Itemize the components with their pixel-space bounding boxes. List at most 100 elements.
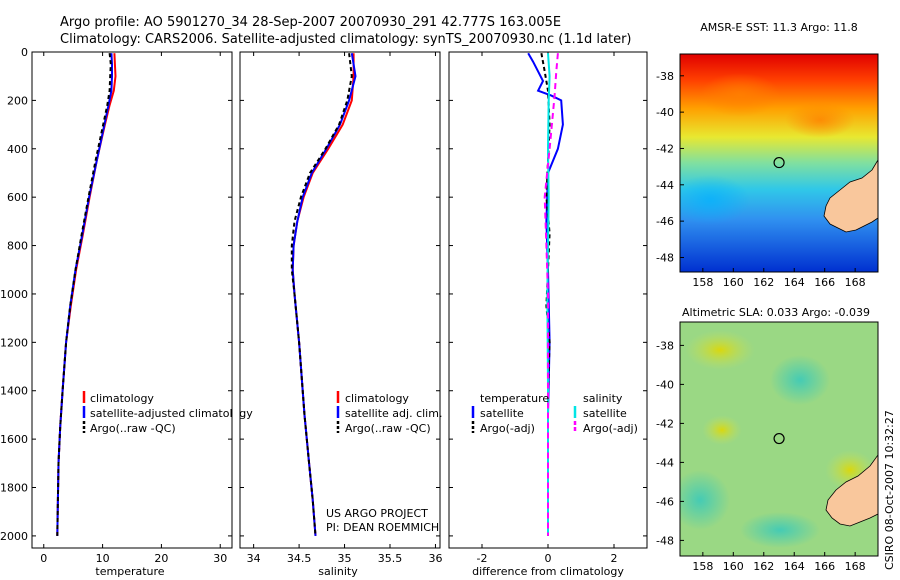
- sst-warm-eddy: [700, 73, 780, 117]
- credit-line2: PI: DEAN ROEMMICH: [326, 521, 439, 534]
- x-tick-label: 36: [428, 552, 442, 565]
- x-tick-label: 30: [213, 552, 227, 565]
- series-line-climatology: [56, 53, 117, 536]
- legend-label-temp-satellite: satellite: [480, 407, 524, 420]
- sla-map-title: Altimetric SLA: 0.033 Argo: -0.039: [682, 306, 870, 319]
- y-tick-label: 400: [7, 143, 28, 156]
- salinity-axes: [239, 51, 441, 549]
- x-tick-label: 166: [814, 276, 835, 289]
- series-line-satellite: [291, 53, 357, 536]
- y-tick-label: -40: [656, 106, 674, 119]
- y-tick-label: -44: [656, 179, 674, 192]
- salinity-legend: climatology satellite adj. clim. Argo(..…: [336, 391, 442, 435]
- series-line-salinity-argo-adj-: [543, 53, 559, 536]
- y-tick-label: 0: [21, 46, 28, 59]
- sla-map-axes: 158 160 162 164 166 168 -38 -40 -42 -44 -46 -48: [656, 339, 866, 573]
- legend-label-sal-satellite: satellite: [583, 407, 627, 420]
- temperature-legend: climatology satellite-adjusted climatolo…: [82, 391, 253, 435]
- temperature-xlabel: temperature: [95, 565, 164, 578]
- y-tick-label: 600: [7, 191, 28, 204]
- sla-high: [702, 415, 742, 445]
- x-tick-label: 160: [723, 560, 744, 573]
- legend-label-argo: Argo(..raw -QC): [90, 422, 176, 435]
- y-tick-label: 1800: [0, 482, 28, 495]
- y-tick-label: 800: [7, 240, 28, 253]
- salinity-panel: 34 34.5 35 35.5 36: [240, 51, 442, 565]
- legend-clip-mask: [233, 390, 239, 420]
- y-tick-label: -42: [656, 142, 674, 155]
- series-line-argo: [290, 53, 353, 536]
- sla-map-image: [680, 322, 878, 556]
- legend-label-climatology: climatology: [345, 392, 409, 405]
- y-tick-label: 1200: [0, 336, 28, 349]
- sla-low: [740, 512, 820, 548]
- x-tick-label: 164: [784, 560, 805, 573]
- y-tick-label: 1000: [0, 288, 28, 301]
- series-line-climatology: [291, 53, 355, 536]
- argo-float-marker: [773, 156, 785, 169]
- south-island-land: [825, 454, 878, 527]
- header-line1: Argo profile: AO 5901270_34 28-Sep-2007 …: [60, 15, 561, 30]
- difference-xlabel: difference from climatology: [472, 565, 624, 578]
- sst-warm-eddy: [785, 102, 855, 138]
- credit-line1: US ARGO PROJECT: [326, 507, 428, 520]
- y-tick-label: -38: [656, 339, 674, 352]
- legend-label-climatology: climatology: [90, 392, 154, 405]
- legend-label-argo: Argo(..raw -QC): [345, 422, 431, 435]
- y-tick-label: 200: [7, 94, 28, 107]
- y-tick-label: -48: [656, 251, 674, 264]
- legend-header-temperature: temperature: [480, 392, 549, 405]
- header-line2: Climatology: CARS2006. Satellite-adjuste…: [60, 32, 632, 47]
- temperature-panel: 0 10 20 30 0 200 400 600 800 1000 1200 1400 1600 1800…: [0, 46, 232, 565]
- x-tick-label: 164: [784, 276, 805, 289]
- x-tick-label: 20: [154, 552, 168, 565]
- y-tick-label: -46: [656, 215, 674, 228]
- legend-label-sal-argo: Argo(-adj): [583, 422, 638, 435]
- y-tick-label: -40: [656, 378, 674, 391]
- sla-low: [680, 470, 730, 530]
- x-tick-label: 166: [814, 560, 835, 573]
- difference-panel: -2 0 2: [449, 51, 647, 565]
- x-tick-label: 162: [753, 276, 774, 289]
- x-tick-label: 162: [753, 560, 774, 573]
- y-tick-label: -38: [656, 70, 674, 83]
- timestamp: CSIRO 08-Oct-2007 10:32:27: [883, 410, 896, 570]
- x-tick-label: 34: [247, 552, 261, 565]
- x-tick-label: 0: [40, 552, 47, 565]
- sla-high: [685, 330, 755, 370]
- y-tick-label: 1600: [0, 433, 28, 446]
- legend-label-temp-argo: Argo(-adj): [480, 422, 535, 435]
- y-tick-label: -42: [656, 417, 674, 430]
- sst-map-title: AMSR-E SST: 11.3 Argo: 11.8: [700, 21, 858, 34]
- x-tick-label: 160: [723, 276, 744, 289]
- x-tick-label: 10: [96, 552, 110, 565]
- x-tick-label: 158: [692, 560, 713, 573]
- legend-header-salinity: salinity: [583, 392, 623, 405]
- difference-legend: temperature salinity satellite Argo(-adj…: [471, 392, 638, 435]
- sst-map-image: [680, 54, 878, 272]
- x-tick-label: 168: [845, 276, 866, 289]
- argo-float-marker: [773, 432, 785, 445]
- x-tick-label: 168: [845, 560, 866, 573]
- sst-map-frame: [679, 53, 879, 273]
- x-tick-label: 35.5: [378, 552, 403, 565]
- series-line-argo: [56, 53, 112, 536]
- series-line-salinity-satellite: [546, 53, 551, 536]
- legend-label-satellite: satellite-adjusted climatology: [90, 407, 253, 420]
- south-island-land: [823, 159, 878, 233]
- sst-map-axes: 158 160 162 164 166 168 -38 -40 -42 -44 -46 -48: [656, 70, 866, 289]
- x-tick-label: 0: [545, 552, 552, 565]
- x-tick-label: -2: [477, 552, 488, 565]
- legend-label-satellite: satellite adj. clim.: [345, 407, 442, 420]
- y-tick-label: 2000: [0, 530, 28, 543]
- x-tick-label: 35: [338, 552, 352, 565]
- salinity-xlabel: salinity: [318, 565, 358, 578]
- y-tick-label: 1400: [0, 385, 28, 398]
- sst-cool-eddy: [680, 175, 750, 225]
- x-tick-label: 2: [611, 552, 618, 565]
- sla-map-frame: [679, 321, 879, 557]
- y-tick-label: -48: [656, 534, 674, 547]
- temperature-axes: [31, 51, 233, 549]
- x-tick-label: 34.5: [287, 552, 312, 565]
